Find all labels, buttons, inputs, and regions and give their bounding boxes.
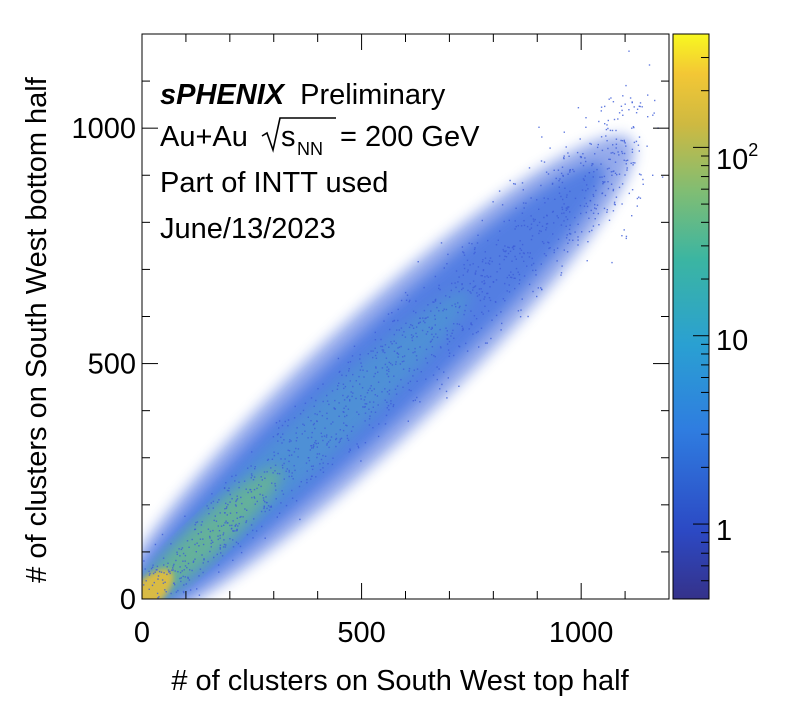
x-tick-label: 500 bbox=[337, 617, 385, 649]
energy-value: = 200 GeV bbox=[340, 121, 480, 153]
colorbar-gradient bbox=[672, 33, 710, 600]
colorbar-ticks bbox=[693, 33, 709, 582]
y-tick-label: 500 bbox=[88, 349, 136, 381]
energy-symbol: s bbox=[281, 121, 296, 153]
status-label: Preliminary bbox=[300, 79, 446, 111]
sqrt-icon bbox=[261, 117, 336, 153]
y-tick-label: 1000 bbox=[71, 113, 136, 145]
collision-system-label: Au+Au bbox=[160, 121, 248, 153]
colorbar-label-100: 102 bbox=[716, 140, 758, 176]
x-axis-label: # of clusters on South West top half bbox=[171, 665, 629, 697]
brand-label: sPHENIX bbox=[160, 79, 286, 111]
plot-annotations: sPHENIX Preliminary Au+Au s NN = 200 GeV… bbox=[160, 79, 480, 245]
x-tick-label: 1000 bbox=[549, 617, 614, 649]
colorbar: 1 10 102 bbox=[672, 33, 758, 600]
x-tick-label: 0 bbox=[134, 617, 150, 649]
colorbar-label-1: 1 bbox=[716, 515, 732, 547]
heatmap-density bbox=[142, 50, 664, 599]
y-tick-label: 0 bbox=[120, 584, 136, 616]
svg-text:sPHENIX Preliminary: sPHENIX Preliminary bbox=[160, 79, 446, 111]
outlier-points bbox=[143, 50, 664, 599]
y-axis: 0 500 1000 bbox=[71, 33, 669, 616]
plot-area bbox=[142, 50, 664, 599]
colorbar-label-10: 10 bbox=[716, 325, 748, 357]
x-axis: 0 500 1000 bbox=[134, 34, 670, 649]
correlation-band bbox=[142, 135, 635, 599]
energy-subscript: NN bbox=[297, 139, 323, 159]
detector-note: Part of INTT used bbox=[160, 167, 388, 199]
y-axis-label: # of clusters on South West bottom half bbox=[21, 76, 53, 583]
date-label: June/13/2023 bbox=[160, 213, 336, 245]
